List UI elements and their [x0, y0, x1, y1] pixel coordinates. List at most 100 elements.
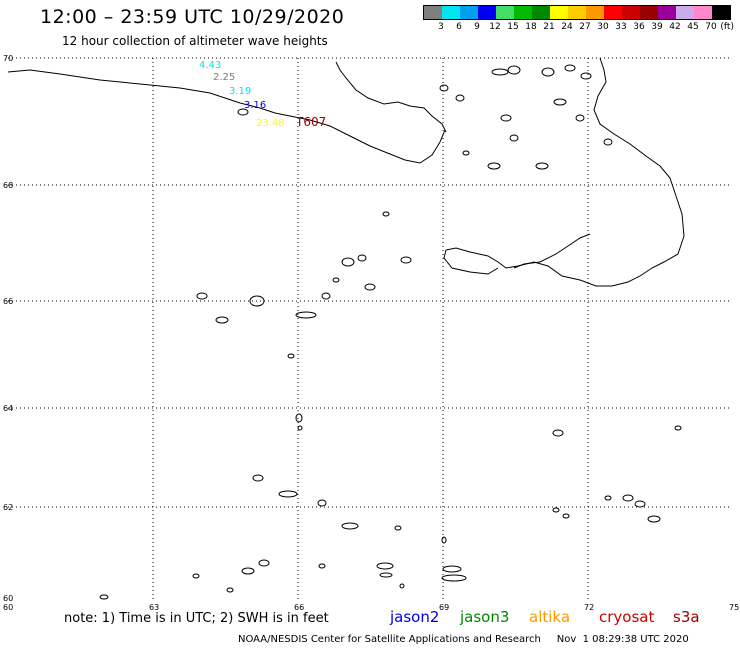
island — [318, 563, 326, 569]
credit-line: NOAA/NESDIS Center for Satellite Applica… — [238, 634, 689, 645]
color-swatch — [460, 6, 478, 19]
island — [295, 311, 317, 319]
color-swatch — [514, 6, 532, 19]
color-swatch — [532, 6, 550, 19]
map-title: 12:00 – 23:59 UTC 10/29/2020 — [40, 6, 345, 28]
observation-label: 3.16 — [244, 100, 266, 111]
island — [226, 587, 234, 593]
island — [500, 114, 512, 122]
observation-label: 3.19 — [229, 86, 251, 97]
color-scale-label: 30 — [597, 22, 609, 32]
island — [287, 353, 295, 359]
lon-label-72: 72 — [584, 603, 594, 612]
color-scale-label: 12 — [489, 22, 501, 32]
color-scale-label: 39 — [651, 22, 663, 32]
color-scale-label: 70 — [705, 22, 717, 32]
island — [647, 515, 661, 523]
island — [562, 513, 570, 519]
satellite-legend-jason3: jason3 — [460, 608, 510, 626]
color-scale-label: 3 — [438, 22, 444, 32]
observation-label: 4.43 — [199, 60, 221, 71]
island — [99, 594, 109, 600]
island — [364, 283, 376, 291]
color-swatch — [568, 6, 586, 19]
island — [258, 559, 270, 567]
island — [382, 211, 390, 217]
island — [357, 254, 367, 262]
island — [552, 507, 560, 513]
color-swatch — [496, 6, 514, 19]
color-swatch — [676, 6, 694, 19]
color-scale-label: 24 — [561, 22, 573, 32]
island — [332, 277, 340, 283]
island — [541, 67, 555, 77]
island — [487, 162, 501, 170]
island — [399, 583, 405, 589]
island — [441, 536, 447, 544]
island — [455, 94, 465, 102]
coastline-north — [7, 69, 446, 164]
island — [196, 292, 208, 300]
color-swatch — [712, 6, 730, 19]
lon-label-69: 69 — [439, 603, 449, 612]
lon-label-60: 60 — [3, 603, 13, 612]
island — [634, 500, 646, 508]
island — [462, 150, 470, 156]
color-swatch — [604, 6, 622, 19]
island — [564, 64, 576, 72]
color-scale-label: 15 — [507, 22, 519, 32]
island — [241, 567, 255, 575]
island — [394, 525, 402, 531]
island — [439, 84, 449, 92]
satellite-legend-cryosat: cryosat — [599, 608, 655, 626]
color-swatch — [424, 6, 442, 19]
lat-label-60: 60 — [3, 594, 13, 603]
island — [507, 65, 521, 75]
observation-label: 23.48 — [256, 118, 285, 129]
color-swatch — [550, 6, 568, 19]
island — [252, 474, 264, 482]
island — [341, 257, 355, 267]
island — [321, 292, 331, 300]
graticule — [8, 57, 730, 600]
color-swatch — [658, 6, 676, 19]
lat-label-66: 66 — [3, 297, 13, 306]
color-scale-label: 9 — [474, 22, 480, 32]
satellite-legend-s3a: s3a — [673, 608, 700, 626]
lat-label-64: 64 — [3, 404, 13, 413]
island — [215, 316, 229, 324]
coastline-peninsula — [335, 61, 447, 133]
island — [622, 494, 634, 502]
island — [278, 490, 298, 498]
island — [604, 495, 612, 501]
coastline — [7, 57, 685, 287]
color-swatch — [586, 6, 604, 19]
color-scale-label: 21 — [543, 22, 555, 32]
island — [603, 138, 613, 146]
lon-label-75: 75 — [729, 603, 739, 612]
lat-label-62: 62 — [3, 503, 13, 512]
color-scale-label: 18 — [525, 22, 537, 32]
observation-label: 2.25 — [213, 72, 235, 83]
island — [442, 565, 462, 573]
color-scale-label: (ft) — [720, 22, 734, 32]
observation-label: T607 — [295, 115, 326, 129]
island — [192, 573, 200, 579]
color-scale-label: 6 — [456, 22, 462, 32]
color-scale-labels: 3 6 9 12 15 18 21 24 27 30 33 36 39 42 45 70 (ft) — [423, 20, 734, 34]
island — [237, 108, 249, 116]
coastline-inlet — [513, 233, 591, 269]
coastline-east — [445, 57, 685, 287]
wave-height-observations: 4.43 2.25 3.19 3.16 23.48 T607 — [199, 60, 326, 129]
color-scale-swatches — [423, 5, 731, 20]
color-swatch — [478, 6, 496, 19]
island — [317, 499, 327, 507]
island — [580, 72, 592, 80]
island — [553, 98, 567, 106]
island — [491, 68, 509, 76]
island — [552, 429, 564, 437]
island — [535, 162, 549, 170]
footer-note: note: 1) Time is in UTC; 2) SWH is in fe… — [64, 611, 329, 626]
color-scale-label: 45 — [687, 22, 699, 32]
